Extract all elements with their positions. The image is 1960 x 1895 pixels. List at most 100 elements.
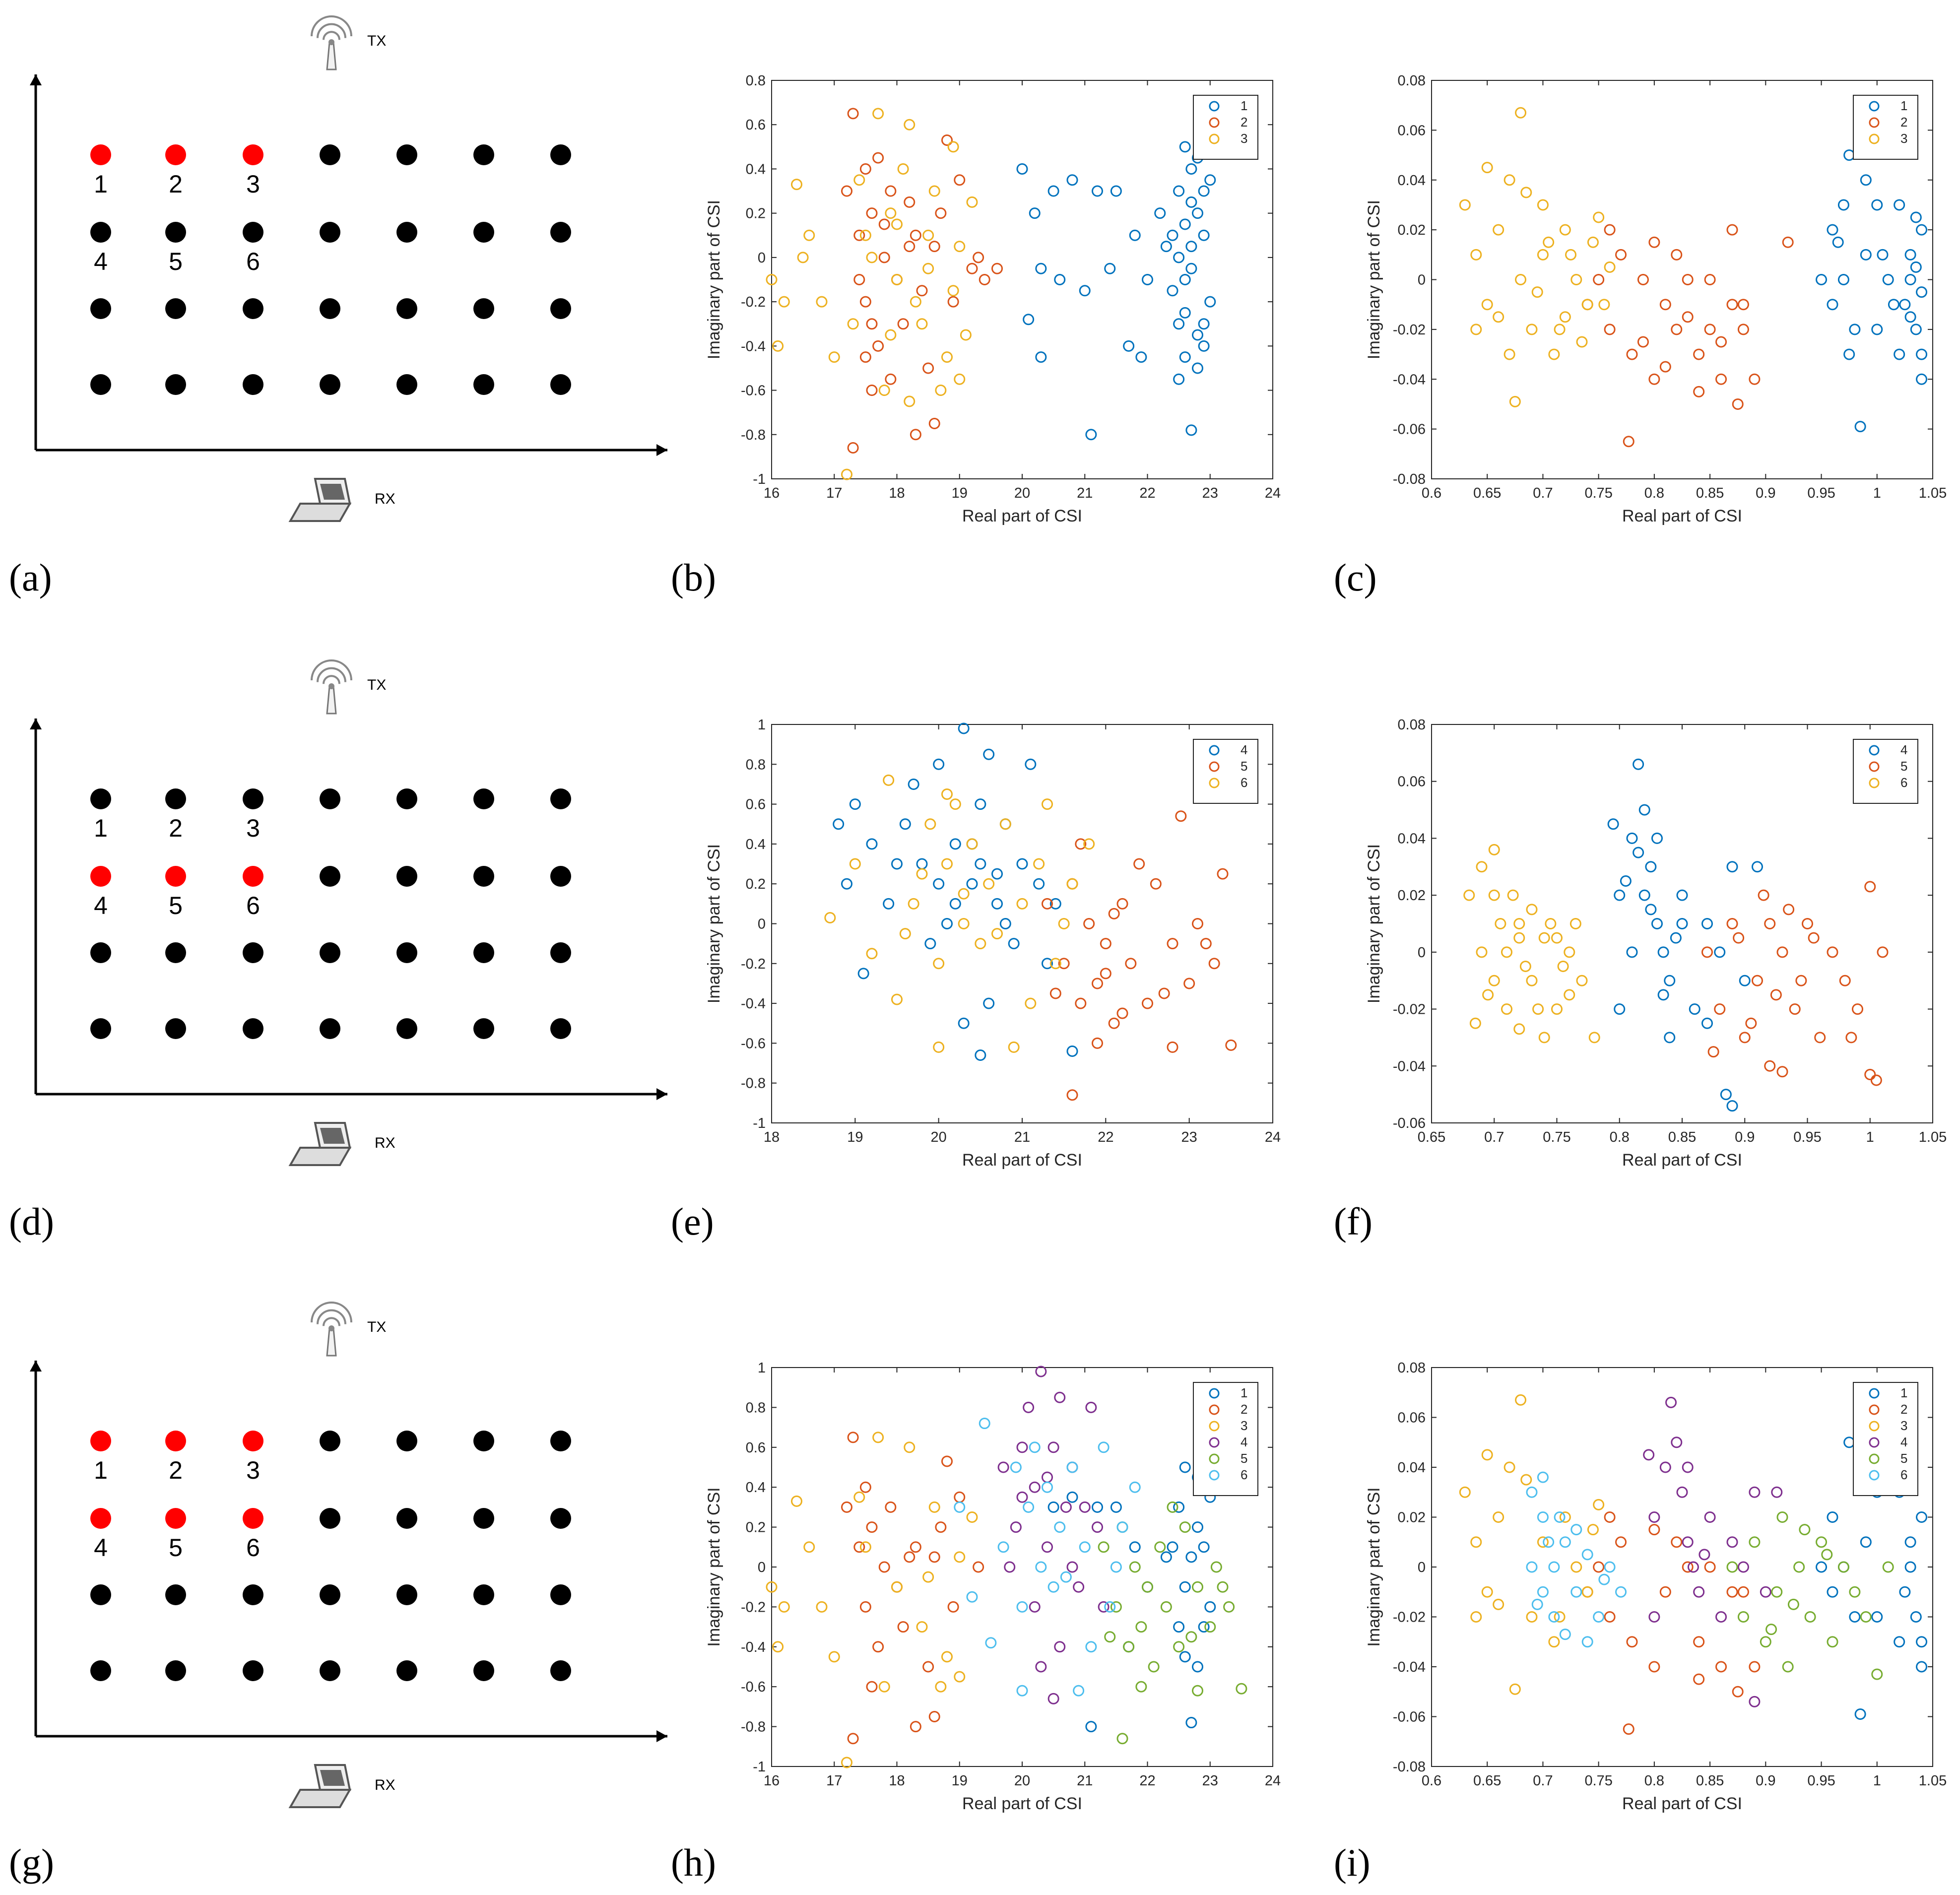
data-point [1570,1561,1582,1573]
data-point [1160,241,1172,253]
data-point [1671,249,1683,261]
grid-node [473,1431,494,1451]
data-point [916,318,928,330]
data-point [1737,1561,1749,1573]
data-point [1110,1561,1122,1573]
x-tick-label: 21 [1077,485,1093,501]
data-point [872,1641,884,1653]
x-tick-label: 20 [1014,1773,1030,1789]
x-axis-label: Real part of CSI [1622,507,1742,525]
data-point [1559,1629,1571,1640]
selected-node [243,144,263,165]
data-point [897,318,909,330]
data-point [1179,1461,1191,1473]
y-tick-label: -0.06 [1393,1115,1426,1131]
data-point [1066,174,1078,186]
data-point [1916,224,1928,236]
y-axis-label: Imaginary part of CSI [1365,200,1383,359]
y-tick-label: -0.08 [1393,1759,1426,1775]
data-point [1537,1536,1549,1548]
data-point [910,429,921,441]
data-point [883,774,895,786]
data-point [1615,1536,1627,1548]
data-point [1503,348,1515,360]
data-point [966,878,978,890]
data-point [928,1711,940,1722]
data-point [1183,978,1195,989]
y-tick-label: 0.04 [1398,173,1426,189]
data-point [966,262,978,274]
data-point [1910,261,1922,273]
x-tick-label: 19 [847,1129,863,1145]
y-tick-label: 0.4 [746,161,766,177]
legend-label: 1 [1900,1385,1907,1400]
legend-marker [1209,1421,1220,1432]
data-point [885,207,897,219]
legend-label: 4 [1241,742,1247,757]
data-point [1035,1661,1047,1673]
data-point [908,898,919,910]
data-point [1116,1521,1128,1533]
tx-label: TX [367,677,386,693]
y-tick-label: -0.2 [741,1599,766,1615]
x-tick-label: 0.75 [1584,1773,1612,1789]
data-point [933,878,945,890]
x-tick-label: 17 [826,1773,842,1789]
data-point [1816,1536,1828,1548]
data-point [941,1651,953,1663]
data-point [1198,185,1210,197]
legend-marker [1869,745,1880,756]
data-point [1543,1536,1555,1548]
scatter-chart: 16 17 18 19 20 21 22 23 24-1-0.8-0.6-0.4-0.200.2… [705,73,1281,525]
data-point [1671,1536,1683,1548]
data-point [847,1733,859,1745]
grid-node [165,1660,186,1681]
data-point [1167,938,1178,950]
data-point [947,296,959,308]
data-point [1648,1661,1660,1673]
data-point [1860,1536,1872,1548]
data-point [1782,1661,1794,1673]
legend-marker [1869,1453,1880,1464]
legend-label: 1 [1900,98,1907,113]
data-point [1148,1661,1160,1673]
data-point [1799,1524,1811,1536]
data-point [1821,1549,1833,1561]
y-tick-label: -0.04 [1393,1659,1426,1675]
data-point [1513,918,1525,929]
node-number: 1 [94,814,108,842]
data-point [1657,946,1669,958]
data-point [1752,975,1763,986]
data-point [999,818,1011,830]
data-point [1108,1017,1120,1029]
data-point [941,788,953,800]
y-tick-label: 0.08 [1398,73,1426,89]
data-point [949,838,961,850]
grid-node [90,1018,111,1039]
node-number: 5 [169,1534,183,1562]
data-point [872,152,884,164]
data-point [1714,1003,1726,1015]
grid-node [550,942,571,963]
data-point [859,351,871,363]
data-point [1104,1631,1116,1643]
data-point [1217,1581,1229,1593]
x-tick-label: 0.9 [1756,1773,1775,1789]
grid-node [320,1584,340,1605]
data-point [1793,1561,1805,1573]
data-point [1185,1551,1197,1563]
panel-label: (b) [671,556,716,599]
legend-marker [1209,1404,1220,1415]
data-point [1463,889,1475,901]
data-point [1116,898,1128,910]
data-point [1016,1601,1028,1613]
data-point [1894,348,1905,360]
data-point [1737,324,1749,335]
data-point [1066,1461,1078,1473]
x-tick-label: 0.6 [1422,485,1441,501]
data-point [1749,1536,1761,1548]
data-point [922,1571,934,1583]
data-point [1025,758,1037,770]
data-point [975,858,986,870]
y-tick-label: 0.02 [1398,1510,1426,1526]
